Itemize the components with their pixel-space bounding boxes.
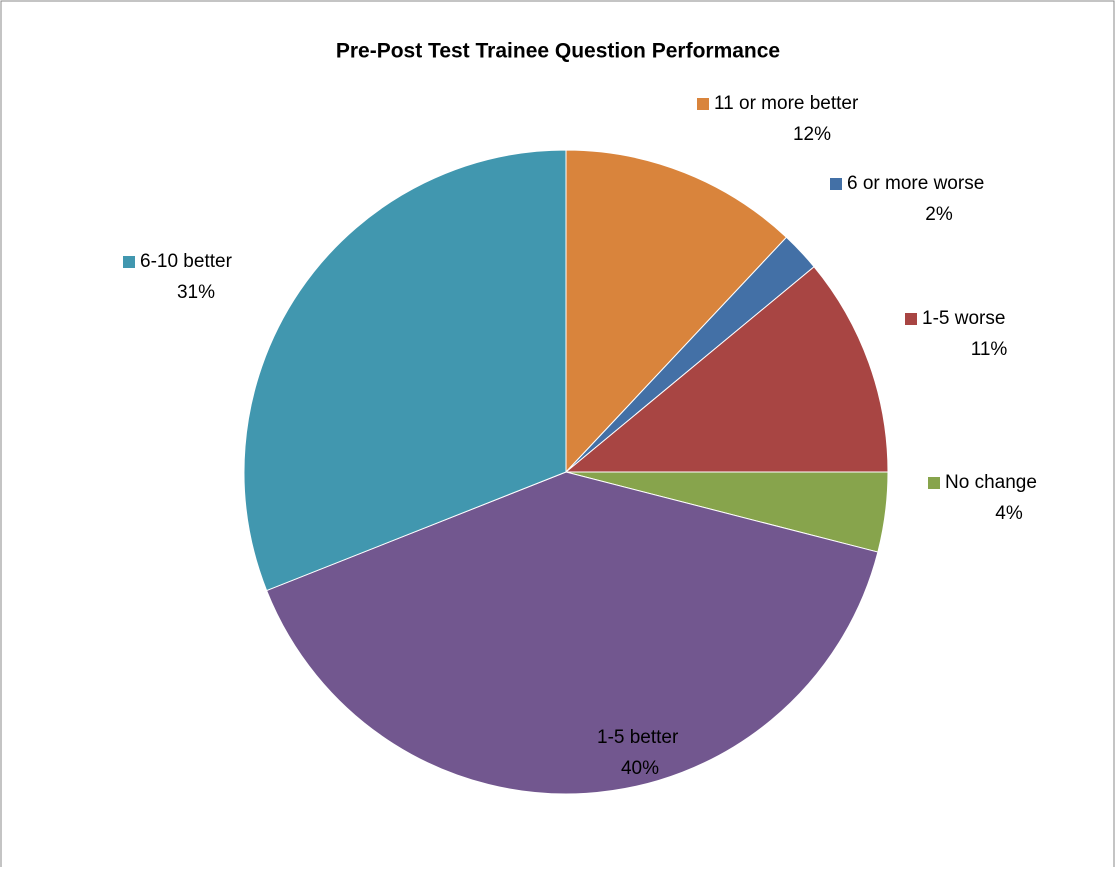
slice-label: 1-5 better xyxy=(597,727,679,748)
value-label: 31% xyxy=(177,282,215,303)
legend-swatch xyxy=(928,477,940,489)
legend-swatch xyxy=(123,256,135,268)
pie-slice xyxy=(265,471,879,795)
slice-label: 11 or more better xyxy=(714,93,859,114)
legend-swatch xyxy=(830,178,842,190)
value-label: 2% xyxy=(925,204,953,225)
slice-label: 6 or more worse xyxy=(847,173,984,194)
chart-title: Pre-Post Test Trainee Question Performan… xyxy=(336,40,780,63)
pie-slice xyxy=(243,149,567,592)
slice-label: 1-5 worse xyxy=(922,308,1005,329)
pie-slice xyxy=(564,266,889,473)
slice-label: No change xyxy=(945,472,1037,493)
slice-label: 6-10 better xyxy=(140,251,233,272)
value-label: 11% xyxy=(971,339,1008,360)
legend-swatch xyxy=(905,313,917,325)
legend-swatch xyxy=(580,732,592,744)
value-label: 40% xyxy=(621,758,659,779)
legend-swatch xyxy=(697,98,709,110)
value-label: 4% xyxy=(995,503,1023,524)
pie-slice xyxy=(565,149,788,474)
value-label: 12% xyxy=(793,124,831,145)
